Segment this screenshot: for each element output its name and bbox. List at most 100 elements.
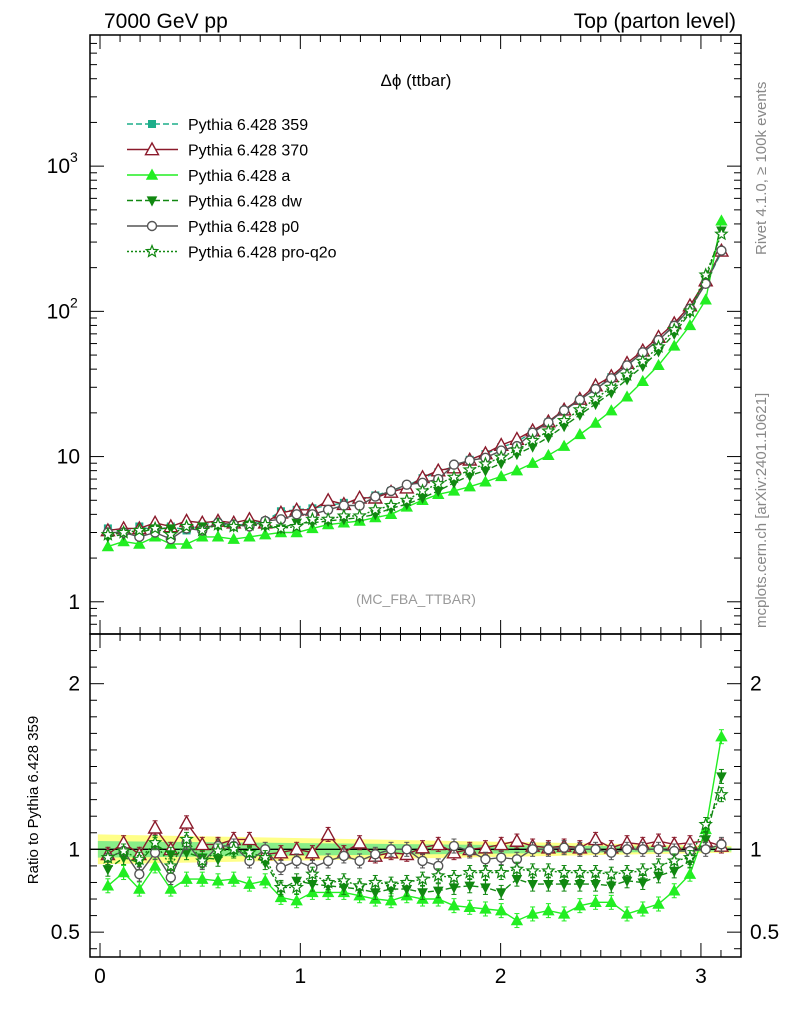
- ratio-point: [573, 899, 587, 911]
- data-point: [243, 530, 256, 542]
- data-point: [447, 484, 461, 496]
- data-point: [619, 367, 635, 382]
- data-point: [604, 379, 619, 394]
- data-point: [589, 416, 602, 428]
- data-point: [683, 318, 697, 331]
- ratio-point: [306, 885, 319, 898]
- ratio-point: [557, 907, 571, 919]
- x-tick-label: 2: [495, 965, 507, 988]
- data-point: [542, 448, 555, 461]
- ratio-point: [322, 855, 334, 867]
- ratio-point: [574, 880, 586, 891]
- data-point: [163, 526, 179, 541]
- ratio-point: [133, 882, 146, 894]
- ratio-point: [196, 872, 209, 884]
- header-right: Top (parton level): [574, 10, 736, 33]
- ratio-point: [274, 890, 288, 903]
- ratio-series-1: [101, 729, 728, 929]
- ratio-point: [338, 850, 350, 862]
- data-point: [588, 391, 603, 405]
- ratio-point: [290, 894, 303, 906]
- ratio-point: [210, 843, 226, 858]
- legend-marker: [146, 196, 158, 207]
- ratio-point: [651, 858, 666, 873]
- ratio-point: [147, 819, 163, 834]
- data-point: [525, 432, 540, 447]
- ratio-point: [510, 914, 524, 926]
- ratio-point: [132, 851, 147, 866]
- ratio-point: [493, 836, 509, 851]
- legend-label: Pythia 6.428 pro-q2o: [188, 245, 337, 262]
- ratio-point: [572, 864, 588, 879]
- ratio-point: [417, 888, 428, 899]
- x-tick-label: 3: [695, 965, 707, 988]
- ratio-point: [430, 868, 446, 883]
- data-point: [493, 449, 509, 464]
- data-point: [526, 456, 539, 468]
- ratio-y-tick-label-left: 1: [68, 838, 80, 861]
- data-point: [572, 402, 588, 416]
- legend-label: Pythia 6.428 370: [188, 143, 308, 160]
- ratio-point: [352, 878, 367, 892]
- ratio-point: [480, 854, 491, 865]
- ratio-point: [558, 880, 570, 891]
- ratio-point: [556, 864, 572, 879]
- ratio-point: [635, 863, 651, 878]
- ratio-point: [385, 844, 397, 855]
- series-line: [107, 233, 723, 536]
- data-point: [210, 516, 226, 531]
- series-line: [107, 220, 723, 548]
- ratio-point: [336, 873, 352, 888]
- ratio-point: [527, 844, 538, 855]
- ratio-y-tick-label-left: 0.5: [51, 921, 80, 944]
- ratio-point: [351, 834, 368, 849]
- ratio-point: [430, 836, 446, 851]
- data-point: [259, 528, 272, 540]
- data-point: [100, 526, 116, 541]
- data-point: [652, 358, 665, 371]
- ratio-point: [620, 907, 634, 919]
- data-point: [509, 442, 525, 457]
- ratio-point: [652, 897, 665, 909]
- data-point: [557, 439, 571, 451]
- mcplots-label: mcplots.cern.ch [arXiv:2401.10621]: [753, 393, 770, 628]
- ratio-line: [107, 821, 722, 857]
- ratio-point: [604, 866, 619, 881]
- ratio-point: [637, 844, 648, 855]
- y-tick-label: 10: [57, 446, 80, 469]
- data-point: [651, 339, 666, 354]
- ratio-line: [107, 776, 723, 894]
- ratio-point: [147, 835, 163, 849]
- rivet-label: Rivet 4.1.0, ≥ 100k events: [753, 82, 770, 255]
- ratio-point: [637, 878, 649, 889]
- data-point: [430, 476, 446, 490]
- data-point: [290, 526, 303, 538]
- ratio-point: [368, 874, 383, 889]
- ratio-point: [588, 864, 603, 879]
- ratio-point: [463, 900, 476, 913]
- ratio-point: [148, 859, 162, 871]
- ratio-point: [715, 730, 728, 742]
- ratio-point: [305, 866, 320, 881]
- data-point: [211, 530, 225, 542]
- ratio-point: [227, 872, 240, 884]
- data-point: [448, 459, 460, 470]
- data-point: [180, 537, 193, 549]
- data-point: [698, 267, 713, 282]
- data-point: [368, 502, 383, 516]
- data-point: [479, 475, 492, 487]
- ratio-point: [682, 849, 698, 864]
- data-point: [227, 532, 240, 544]
- data-point: [133, 537, 146, 549]
- ratio-point: [714, 787, 729, 801]
- ratio-point: [211, 874, 225, 886]
- data-point: [147, 520, 163, 535]
- data-point: [700, 278, 711, 289]
- ratio-point: [446, 869, 462, 884]
- series-3: [102, 226, 727, 543]
- legend-label: Pythia 6.428 p0: [188, 219, 299, 236]
- ratio-point: [241, 831, 258, 846]
- ratio-point: [621, 844, 633, 855]
- data-point: [462, 462, 477, 477]
